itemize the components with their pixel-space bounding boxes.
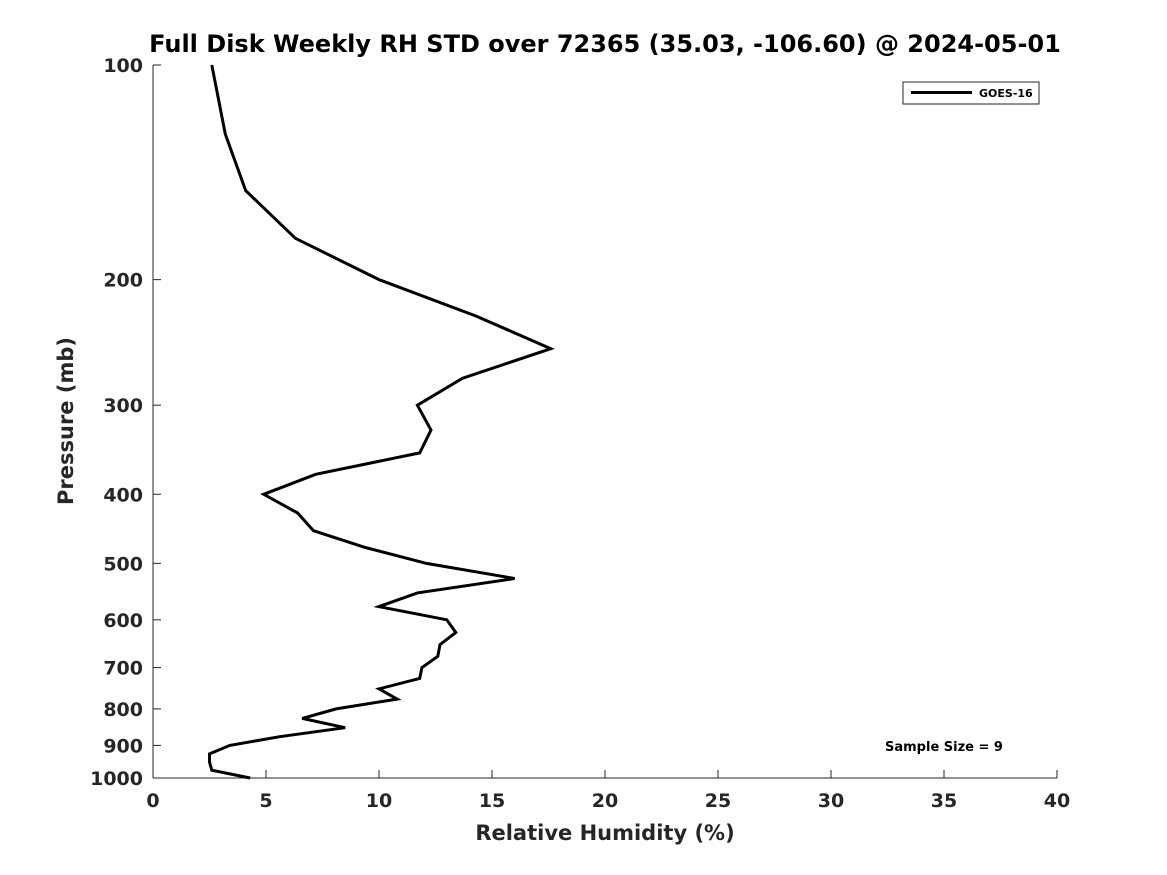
plot-background [153,65,1057,778]
x-tick-label: 30 [818,790,844,812]
x-tick-label: 20 [592,790,618,812]
x-tick-label: 0 [146,790,159,812]
x-tick-label: 25 [705,790,731,812]
y-tick-label: 400 [103,484,143,506]
y-tick-label: 500 [103,553,143,575]
x-axis-label: Relative Humidity (%) [475,821,734,845]
x-tick-label: 15 [479,790,505,812]
legend-label-goes-16: GOES-16 [979,87,1033,100]
legend: GOES-16 [902,81,1040,105]
x-tick-label: 35 [931,790,957,812]
x-tick-label: 40 [1044,790,1070,812]
y-tick-label: 700 [103,658,143,680]
series-line-goes-16 [208,64,555,780]
x-tick-label: 5 [259,790,272,812]
y-tick-label: 200 [103,270,143,292]
sample-size-annotation: Sample Size = 9 [885,740,1003,755]
chart-title: Full Disk Weekly RH STD over 72365 (35.0… [149,30,1061,58]
y-tick-label: 100 [103,55,143,77]
y-tick-label: 600 [103,610,143,632]
axis-ticks: 0 5 10 15 20 25 30 35 40 100 200 300 400 500 600 700 800… [90,55,1070,812]
y-tick-label: 900 [103,735,143,757]
y-tick-label: 800 [103,699,143,721]
y-tick-label: 1000 [90,768,143,790]
x-tick-label: 10 [366,790,392,812]
series-layer [208,64,555,780]
y-tick-label: 300 [103,395,143,417]
y-axis-label: Pressure (mb) [54,337,78,505]
